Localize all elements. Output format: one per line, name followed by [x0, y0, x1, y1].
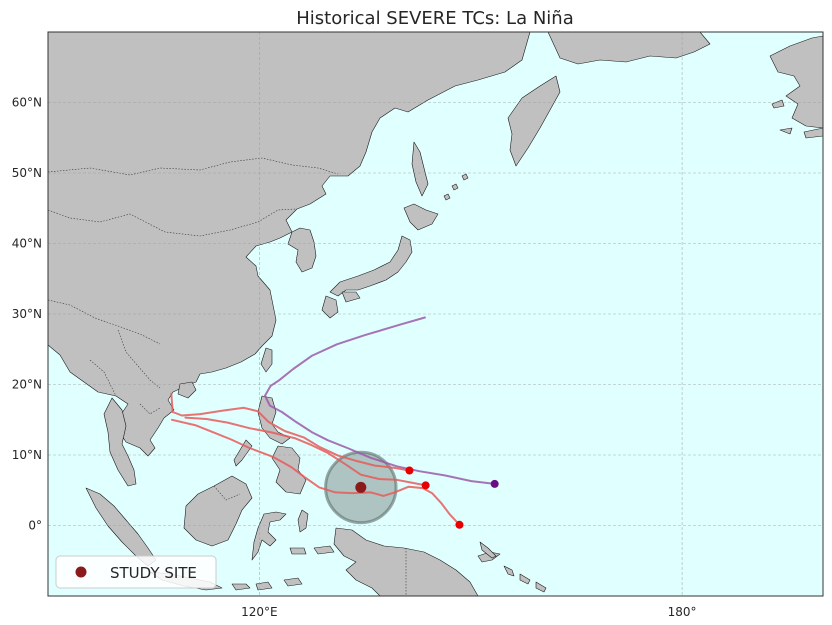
kamchatka	[507, 75, 561, 167]
y-tick-label: 50°N	[12, 166, 42, 180]
taiwan	[260, 347, 273, 373]
x-tick-label: 120°E	[241, 605, 278, 619]
map-area	[48, 32, 823, 596]
korean-peninsula	[287, 227, 317, 273]
halmahera	[297, 509, 309, 533]
seram-buru	[289, 545, 335, 555]
lesser-sunda	[231, 577, 303, 591]
new-ireland	[479, 541, 497, 559]
new-guinea	[333, 527, 479, 596]
study-site-marker	[355, 481, 367, 493]
solomon-islands	[503, 565, 547, 593]
gridlines	[48, 32, 823, 596]
y-tick-label: 0°	[28, 519, 42, 533]
visayas-mindanao	[271, 445, 307, 495]
tc-genesis-point-3	[405, 466, 414, 475]
y-tick-label: 60°N	[12, 96, 42, 110]
malay-peninsula	[103, 397, 137, 487]
landmasses	[48, 32, 823, 596]
y-tick-label: 10°N	[12, 448, 42, 462]
legend-study-site-marker	[75, 566, 87, 578]
tc-genesis-point-4	[490, 479, 499, 488]
map-title: Historical SEVERE TCs: La Niña	[296, 8, 573, 29]
kyushu	[321, 295, 339, 319]
sakhalin	[411, 141, 429, 197]
shikoku	[341, 291, 361, 303]
hainan	[177, 381, 197, 399]
y-tick-label: 30°N	[12, 307, 42, 321]
legend-study-site-label: STUDY SITE	[110, 564, 197, 582]
country-borders	[48, 157, 407, 596]
legend: STUDY SITE	[55, 555, 217, 589]
y-tick-label: 40°N	[12, 237, 42, 251]
y-tick-label: 20°N	[12, 378, 42, 392]
tc-genesis-points	[405, 466, 499, 529]
aleutian-islands	[771, 99, 823, 139]
tick-labels: 120°E 180° 0° 10°N 20°N 30°N 40°N 50°N 60°N	[12, 96, 697, 620]
tc-track-3	[170, 392, 411, 472]
sulawesi	[251, 511, 287, 561]
tc-track-2	[184, 416, 427, 487]
tc-genesis-point-1	[455, 520, 464, 529]
chukotka	[547, 32, 711, 65]
x-tick-label: 180°	[668, 605, 697, 619]
hokkaido	[403, 203, 439, 231]
map-frame	[47, 31, 824, 597]
alaska	[769, 35, 823, 129]
kuril-islands	[443, 173, 469, 201]
honshu	[329, 235, 413, 297]
legend-box	[55, 555, 217, 589]
tc-track-1	[171, 418, 461, 526]
tc-genesis-point-2	[421, 481, 430, 490]
